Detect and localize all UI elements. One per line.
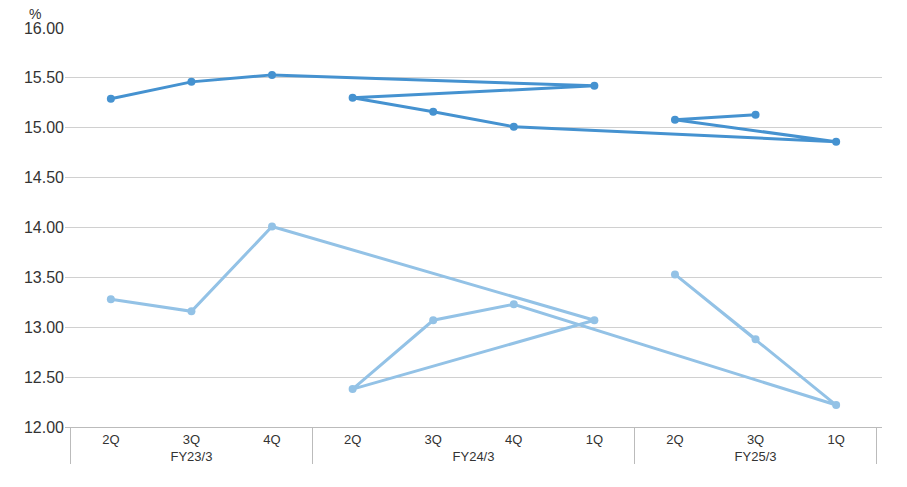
svg-text:15.00: 15.00 <box>24 119 64 136</box>
svg-text:FY24/3: FY24/3 <box>453 449 495 464</box>
svg-text:FY23/3: FY23/3 <box>170 449 212 464</box>
svg-text:3Q: 3Q <box>183 432 200 447</box>
svg-text:14.50: 14.50 <box>24 169 64 186</box>
svg-text:3Q: 3Q <box>747 432 764 447</box>
svg-text:FY25/3: FY25/3 <box>735 449 777 464</box>
svg-text:14.00: 14.00 <box>24 219 64 236</box>
svg-text:4Q: 4Q <box>505 432 522 447</box>
svg-text:12.00: 12.00 <box>24 419 64 436</box>
svg-text:1Q: 1Q <box>827 432 844 447</box>
svg-text:15.50: 15.50 <box>24 69 64 86</box>
svg-text:13.50: 13.50 <box>24 269 64 286</box>
svg-text:%: % <box>29 6 41 22</box>
svg-text:16.00: 16.00 <box>24 20 64 37</box>
svg-text:3Q: 3Q <box>425 432 442 447</box>
svg-text:12.50: 12.50 <box>24 369 64 386</box>
svg-text:2Q: 2Q <box>102 432 119 447</box>
svg-text:2Q: 2Q <box>666 432 683 447</box>
svg-text:1Q: 1Q <box>586 432 603 447</box>
svg-text:13.00: 13.00 <box>24 319 64 336</box>
svg-text:2Q: 2Q <box>344 432 361 447</box>
svg-text:4Q: 4Q <box>263 432 280 447</box>
